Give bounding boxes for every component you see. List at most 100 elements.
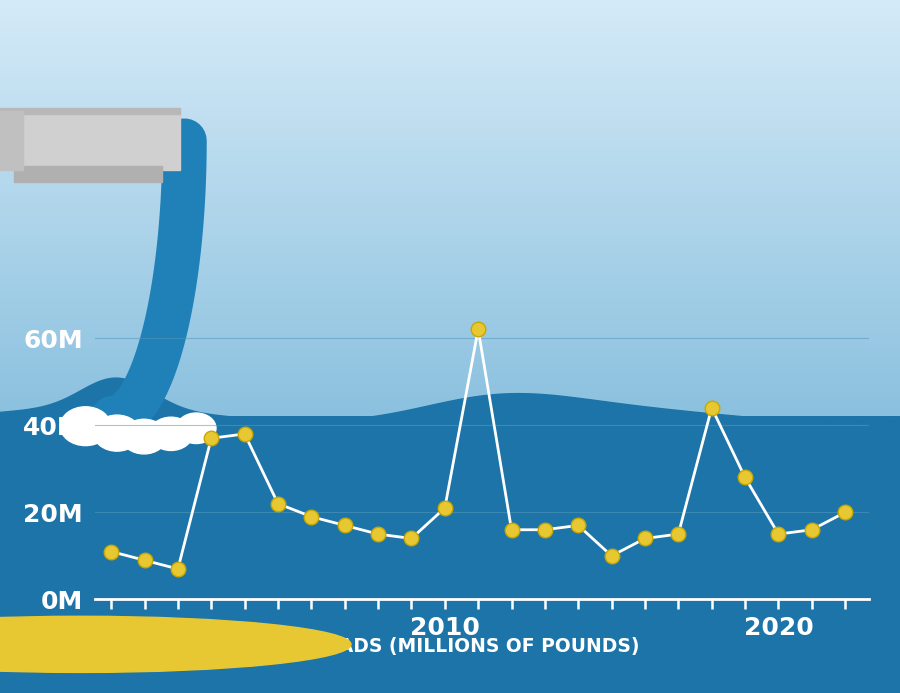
Bar [0, 626, 900, 629]
Bar [0, 439, 900, 441]
Bar [0, 146, 900, 149]
Bar [0, 587, 900, 589]
Bar [0, 305, 900, 308]
Bar [0, 640, 900, 642]
Bar [0, 550, 900, 552]
Bar [0, 688, 900, 691]
Bar [0, 603, 900, 605]
Bar [0, 589, 900, 591]
Bar [0, 462, 900, 464]
Bar [0, 670, 900, 672]
Bar [0, 111, 900, 114]
Bar [0, 288, 900, 291]
Point [471, 324, 485, 335]
Bar [0, 31, 900, 35]
Bar [0, 605, 900, 608]
Bar [0, 353, 900, 357]
Bar [0, 506, 900, 508]
Point [104, 546, 119, 557]
Bar [0, 392, 900, 395]
Bar [0, 631, 900, 633]
Point [238, 428, 252, 439]
Point [504, 524, 518, 535]
Bar [0, 601, 900, 603]
Bar [0, 582, 900, 584]
Bar [0, 326, 900, 329]
Point [171, 563, 185, 574]
Bar [0, 298, 900, 301]
Bar [0, 166, 900, 170]
Bar [0, 80, 900, 83]
Bar [0, 346, 900, 350]
Bar [0, 270, 900, 274]
Bar [0, 538, 900, 541]
Bar [0, 421, 900, 423]
Bar [0, 208, 900, 211]
Bar [0, 73, 900, 76]
Bar [0, 69, 900, 73]
Bar [0, 499, 900, 501]
Bar [0, 494, 900, 497]
Bar [0, 152, 900, 156]
Bar [0, 536, 900, 538]
Bar [0, 430, 900, 432]
Bar [0, 125, 900, 128]
Bar [0, 504, 900, 506]
Bar [0, 418, 900, 421]
Bar [0, 83, 900, 87]
Bar [0, 100, 900, 104]
Bar [0, 187, 900, 191]
Bar [0, 591, 900, 594]
Bar [0, 163, 900, 166]
Bar [0, 3, 900, 7]
Bar [0, 552, 900, 554]
Bar [0, 308, 900, 312]
Bar [0, 559, 900, 561]
Bar [0, 180, 900, 184]
Bar [0, 45, 900, 49]
Bar [0, 402, 900, 405]
Bar [0, 511, 900, 513]
Bar [0, 218, 900, 222]
Bar [0, 277, 900, 281]
Bar [0, 658, 900, 660]
Bar [0, 94, 900, 97]
Bar [0, 541, 900, 543]
Bar [0, 111, 22, 170]
Bar [0, 679, 900, 681]
Bar [0, 405, 900, 409]
Bar [0, 409, 900, 412]
Bar [0, 534, 900, 536]
Bar [0, 441, 900, 444]
Bar [0, 360, 900, 364]
Bar [0, 398, 900, 402]
Bar [0, 59, 900, 62]
Circle shape [176, 413, 216, 444]
Bar [0, 455, 900, 457]
Bar [0, 497, 900, 499]
Bar [0, 428, 900, 430]
Bar [0, 566, 900, 568]
Bar [0, 448, 900, 450]
Point [271, 498, 285, 509]
Bar [0, 437, 900, 439]
Point [738, 472, 752, 483]
Bar [0, 653, 900, 656]
Bar [0, 301, 900, 305]
Point [371, 529, 385, 540]
Bar [0, 464, 900, 466]
Bar [0, 322, 900, 326]
Bar [0, 527, 900, 529]
Bar [0, 201, 900, 204]
Circle shape [94, 415, 140, 451]
Bar [0, 644, 900, 647]
Point [304, 511, 319, 523]
Bar [0, 624, 900, 626]
Bar [0, 225, 900, 229]
Bar [0, 10, 900, 14]
Bar [0, 629, 900, 631]
Bar [0, 508, 900, 511]
Bar [0, 156, 900, 159]
Bar [0, 570, 900, 573]
Point [805, 524, 819, 535]
